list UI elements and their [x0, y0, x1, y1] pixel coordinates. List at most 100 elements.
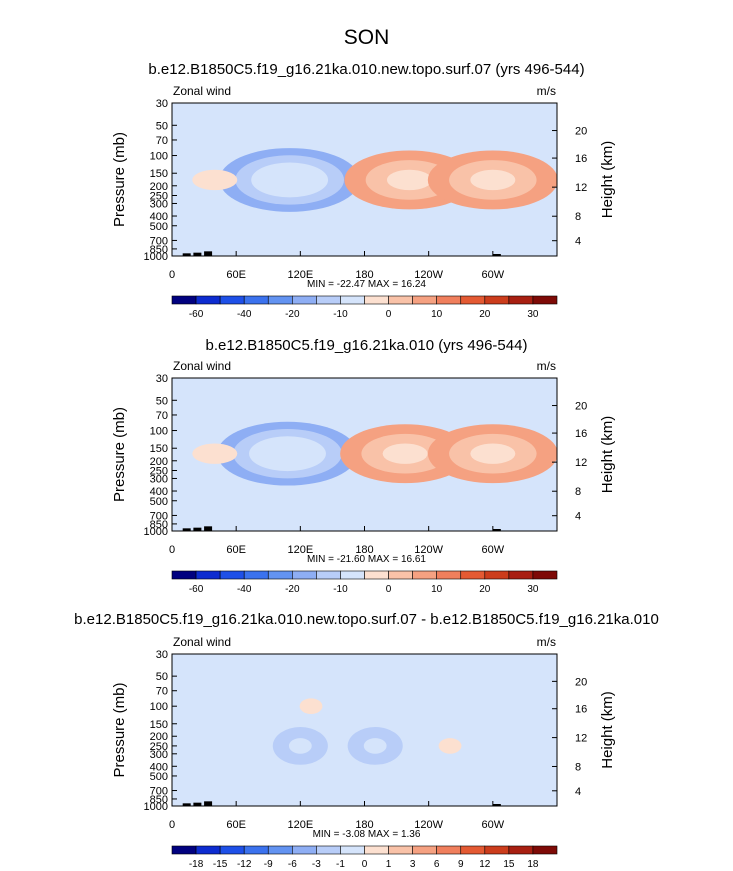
colorbar-swatch	[171, 570, 197, 580]
colorbar-label: 10	[431, 584, 443, 595]
colorbar-swatch	[195, 570, 221, 580]
x-tick-label: 120E	[287, 269, 313, 281]
topography-mark	[182, 803, 191, 806]
colorbar-swatch	[316, 570, 341, 580]
panel-units-label: m/s	[537, 635, 556, 649]
height-tick-label: 16	[575, 153, 587, 165]
y-tick-label: 250	[150, 191, 168, 203]
topography-mark	[492, 529, 501, 531]
colorbar-swatch	[412, 570, 437, 580]
colorbar-label: 1	[386, 859, 392, 870]
colorbar-label: -10	[333, 309, 348, 320]
colorbar-swatch	[460, 845, 486, 855]
colorbar-swatch	[364, 845, 389, 855]
height-tick-label: 8	[575, 211, 581, 223]
colorbar-swatch	[508, 845, 534, 855]
colorbar-swatch	[267, 570, 293, 580]
colorbar-label: 18	[527, 859, 539, 870]
colorbar: -60 -40 -20 -10 0 10 20 30	[171, 295, 558, 320]
x-tick-label: 120E	[287, 544, 313, 556]
colorbar-label: 0	[386, 584, 392, 595]
colorbar-swatch	[388, 570, 413, 580]
colorbar-swatch	[388, 845, 413, 855]
y-tick-label: 100	[150, 701, 168, 713]
colorbar-swatch	[412, 295, 437, 305]
contour-region	[299, 698, 323, 714]
colorbar-swatch	[340, 570, 365, 580]
colorbar-swatch	[171, 295, 197, 305]
y-tick-label: 250	[150, 741, 168, 753]
colorbar-swatch	[267, 845, 293, 855]
x-tick-label: 60E	[226, 269, 246, 281]
colorbar-swatch	[316, 295, 341, 305]
colorbar-swatch	[316, 845, 341, 855]
contour-region	[192, 169, 238, 191]
colorbar-swatch	[388, 295, 413, 305]
colorbar-swatch	[532, 295, 558, 305]
x-tick-label: 180	[355, 544, 373, 556]
x-tick-label: 180	[355, 819, 373, 831]
colorbar-swatch	[508, 570, 534, 580]
y-tick-label: 200	[150, 731, 168, 743]
y-tick-label: 150	[150, 719, 168, 731]
colorbar-swatch	[508, 295, 534, 305]
panel-left-label: Zonal wind	[173, 635, 231, 649]
contour-fill	[182, 698, 501, 806]
stats-label: MIN = -22.47 MAX = 16.24	[307, 279, 426, 290]
colorbar-label: 9	[458, 859, 464, 870]
contour-region	[363, 738, 387, 754]
y-tick-label: 400	[150, 761, 168, 773]
panel-left-label: Zonal wind	[173, 84, 231, 98]
y-tick-label: 30	[156, 649, 168, 661]
y-tick-label: 70	[156, 135, 168, 147]
colorbar-swatch	[243, 295, 269, 305]
y-tick-label: 70	[156, 410, 168, 422]
colorbar-label: -60	[189, 309, 204, 320]
colorbar-swatch	[340, 295, 365, 305]
y-tick-label: 300	[150, 473, 168, 485]
colorbar-label: 20	[479, 584, 491, 595]
colorbar-swatch	[219, 845, 245, 855]
contour-region	[192, 443, 238, 464]
colorbar-label: -40	[237, 309, 252, 320]
colorbar-swatch	[484, 570, 510, 580]
y-tick-label: 70	[156, 686, 168, 698]
y-tick-label: 500	[150, 496, 168, 508]
y-tick-label: 1000	[144, 251, 168, 263]
y-tick-label: 700	[150, 786, 168, 798]
x-tick-label: 60E	[226, 819, 246, 831]
x-tick-label: 0	[169, 269, 175, 281]
y-axis-label: Pressure (mb)	[111, 682, 128, 777]
contour-region	[382, 443, 428, 464]
colorbar-swatch	[292, 845, 317, 855]
panel-2: b.e12.B1850C5.f19_g16.21ka.010 (yrs 496-…	[111, 337, 616, 595]
colorbar-swatch	[460, 295, 486, 305]
x-tick-label: 0	[169, 544, 175, 556]
colorbar-label: 0	[362, 859, 368, 870]
height-tick-label: 20	[575, 126, 587, 138]
height-tick-label: 4	[575, 786, 581, 798]
colorbar-swatch	[532, 570, 558, 580]
contour-region	[470, 169, 516, 191]
height-tick-label: 12	[575, 182, 587, 194]
topography-mark	[182, 528, 191, 531]
panel-units-label: m/s	[537, 84, 556, 98]
topography-mark	[193, 802, 202, 806]
contour-fill	[182, 421, 557, 531]
colorbar-swatch	[219, 570, 245, 580]
colorbar-swatch	[219, 295, 245, 305]
y-tick-label: 200	[150, 181, 168, 193]
height-tick-label: 8	[575, 486, 581, 498]
panel-left-label: Zonal wind	[173, 359, 231, 373]
y-axis-label: Pressure (mb)	[111, 407, 128, 502]
y-tick-label: 850	[150, 519, 168, 531]
colorbar-label: 15	[503, 859, 515, 870]
colorbar-swatch	[243, 845, 269, 855]
y-tick-label: 850	[150, 244, 168, 256]
colorbar-swatch	[460, 570, 486, 580]
colorbar-label: -20	[285, 584, 300, 595]
x-tick-label: 60E	[226, 544, 246, 556]
colorbar-label: -60	[189, 584, 204, 595]
y-axis-right-label: Height (km)	[599, 141, 616, 219]
